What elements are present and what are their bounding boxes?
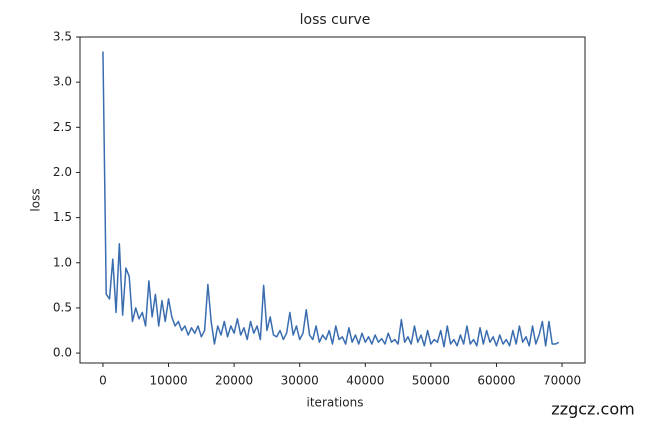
y-tick-label: 1.0 [53,255,72,269]
x-tick-label: 10000 [149,374,187,388]
x-tick-label: 70000 [543,374,581,388]
y-tick-label: 2.5 [53,120,72,134]
x-axis-label: iterations [307,396,364,410]
y-tick-label: 3.0 [53,75,72,89]
y-axis-label: loss [29,188,43,211]
loss-line [102,51,560,348]
y-tick-label: 3.5 [53,30,72,44]
x-tick-label: 30000 [281,374,319,388]
y-tick-label: 0.5 [53,300,72,314]
x-tick-label: 60000 [477,374,515,388]
x-tick-label: 20000 [215,374,253,388]
x-tick-label: 50000 [412,374,450,388]
x-tick-label: 0 [99,374,107,388]
watermark: zzgcz.com [551,400,634,419]
y-tick-label: 1.5 [53,210,72,224]
chart-title: loss curve [300,12,371,28]
axes-frame [79,36,586,364]
y-tick-label: 2.0 [53,165,72,179]
x-tick-label: 40000 [346,374,384,388]
y-tick-label: 0.0 [53,346,72,360]
